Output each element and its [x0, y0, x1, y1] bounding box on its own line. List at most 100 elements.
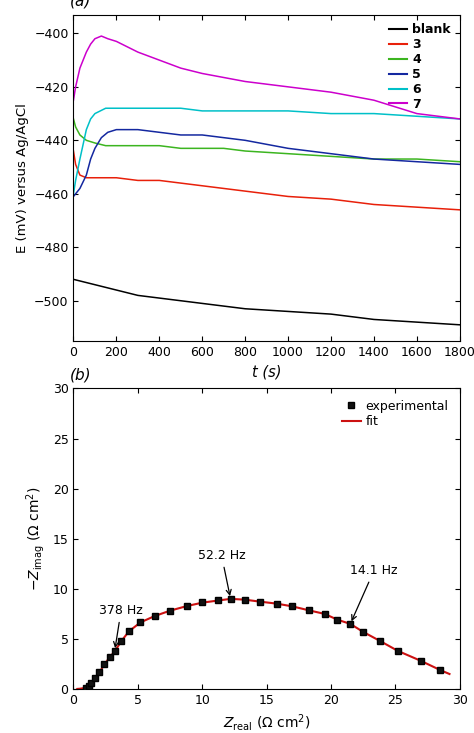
4	[77, 130, 83, 139]
7	[414, 109, 419, 118]
6	[414, 112, 419, 121]
3	[371, 200, 377, 209]
blank	[92, 280, 98, 289]
5	[92, 144, 98, 152]
6	[88, 114, 93, 123]
blank	[392, 317, 398, 325]
7	[135, 48, 141, 56]
4	[200, 144, 205, 152]
blank	[328, 310, 334, 319]
4	[156, 141, 162, 150]
7	[88, 40, 93, 48]
3	[114, 174, 119, 183]
7	[328, 88, 334, 97]
Y-axis label: $-Z_\mathregular{imag}$ ($\Omega$ cm$^2$): $-Z_\mathregular{imag}$ ($\Omega$ cm$^2$…	[24, 487, 47, 591]
6	[242, 106, 248, 115]
6	[135, 104, 141, 113]
3	[178, 179, 183, 188]
X-axis label: t (s): t (s)	[252, 364, 282, 379]
3	[414, 203, 419, 212]
Legend: experimental, fit: experimental, fit	[337, 395, 454, 433]
6	[156, 104, 162, 113]
X-axis label: $Z_\mathregular{real}$ ($\Omega$ cm$^2$): $Z_\mathregular{real}$ ($\Omega$ cm$^2$)	[223, 712, 310, 733]
6	[83, 125, 89, 134]
7	[371, 96, 377, 105]
4	[221, 144, 227, 152]
5	[371, 155, 377, 163]
4	[135, 141, 141, 150]
Line: blank: blank	[73, 279, 460, 325]
4	[457, 158, 463, 166]
5	[73, 189, 79, 198]
5	[457, 160, 463, 169]
7	[73, 82, 79, 91]
blank	[414, 317, 419, 326]
5	[156, 128, 162, 136]
3	[156, 176, 162, 185]
6	[178, 104, 183, 113]
7	[285, 82, 291, 91]
4	[328, 152, 334, 161]
3	[285, 192, 291, 201]
7	[83, 48, 89, 56]
Line: 7: 7	[73, 36, 460, 119]
Text: 52.2 Hz: 52.2 Hz	[198, 549, 246, 594]
4	[71, 114, 76, 123]
3	[73, 160, 79, 169]
5	[178, 130, 183, 139]
blank	[307, 309, 312, 317]
6	[77, 155, 83, 163]
Line: 3: 3	[73, 151, 460, 210]
7	[71, 96, 76, 105]
blank	[350, 312, 356, 321]
5	[99, 133, 104, 142]
3	[200, 181, 205, 190]
Text: (b): (b)	[70, 367, 91, 383]
Line: 6: 6	[73, 108, 460, 194]
6	[114, 104, 119, 113]
7	[200, 69, 205, 78]
5	[88, 155, 93, 163]
7	[242, 77, 248, 86]
4	[371, 155, 377, 163]
blank	[221, 302, 227, 311]
6	[92, 109, 98, 118]
Text: 378 Hz: 378 Hz	[99, 604, 143, 647]
blank	[371, 315, 377, 324]
4	[73, 122, 79, 131]
5	[414, 158, 419, 166]
5	[124, 125, 130, 134]
3	[92, 174, 98, 183]
5	[328, 150, 334, 158]
3	[77, 171, 83, 180]
3	[328, 195, 334, 204]
6	[200, 106, 205, 115]
blank	[82, 278, 87, 287]
blank	[71, 275, 76, 284]
3	[221, 184, 227, 193]
3	[135, 176, 141, 185]
Legend: blank, 3, 4, 5, 6, 7: blank, 3, 4, 5, 6, 7	[386, 21, 454, 114]
blank	[242, 304, 248, 313]
5	[83, 171, 89, 180]
blank	[457, 320, 463, 329]
6	[328, 109, 334, 118]
blank	[156, 294, 162, 303]
6	[457, 114, 463, 123]
5	[200, 130, 205, 139]
blank	[135, 291, 141, 300]
5	[105, 128, 110, 136]
blank	[436, 319, 441, 328]
6	[371, 109, 377, 118]
7	[77, 64, 83, 73]
6	[73, 176, 79, 185]
5	[114, 125, 119, 134]
5	[77, 184, 83, 193]
Line: 4: 4	[73, 119, 460, 162]
7	[105, 34, 110, 43]
6	[103, 104, 109, 113]
3	[71, 147, 76, 155]
blank	[178, 296, 183, 305]
3	[83, 174, 89, 183]
4	[285, 150, 291, 158]
